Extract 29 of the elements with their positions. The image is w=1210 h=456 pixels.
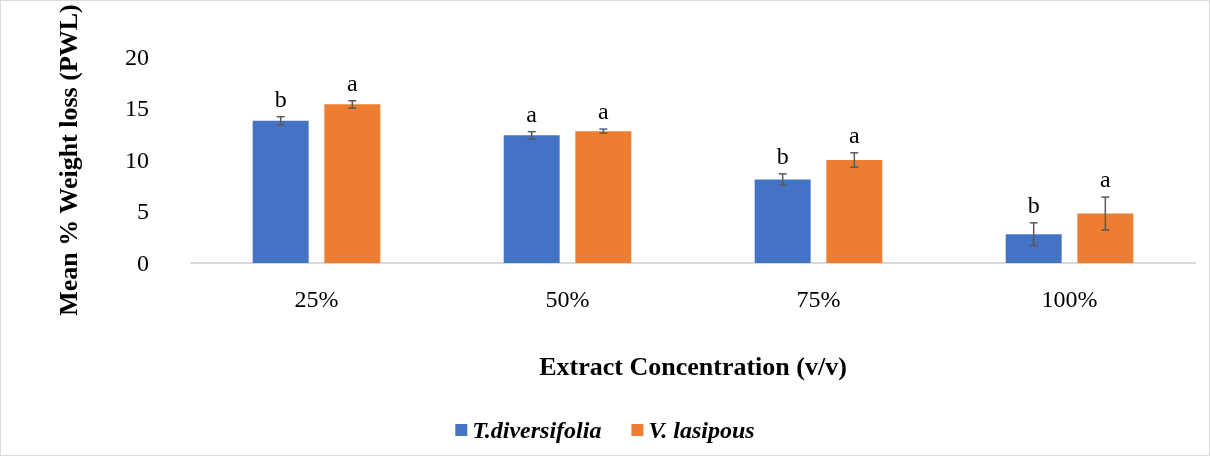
- legend-label: V. lasipous: [648, 417, 755, 443]
- data-label: b: [776, 142, 789, 169]
- bar: [503, 135, 560, 263]
- bar: [754, 179, 811, 263]
- bar: [575, 131, 632, 263]
- bar: [252, 120, 309, 263]
- bar: [324, 104, 381, 263]
- bar: [1005, 234, 1062, 263]
- bar: [826, 159, 883, 263]
- y-tick-label: 10: [125, 146, 149, 173]
- bar: [1077, 213, 1134, 263]
- legend-label: T.diversifolia: [472, 417, 602, 443]
- x-axis-title: Extract Concentration (v/v): [539, 351, 847, 381]
- x-tick-label: 100%: [1041, 286, 1098, 312]
- y-tick-label: 15: [125, 95, 149, 122]
- data-label: b: [1027, 191, 1040, 218]
- x-tick-label: 50%: [545, 286, 590, 312]
- data-label: a: [346, 69, 358, 96]
- y-tick-label: 0: [137, 250, 149, 276]
- x-tick-label: 25%: [294, 286, 339, 312]
- data-label: a: [526, 100, 538, 127]
- y-tick-label: 5: [137, 198, 149, 225]
- data-label: b: [274, 85, 287, 112]
- data-label: a: [1099, 166, 1111, 193]
- x-tick-label: 75%: [796, 286, 841, 312]
- y-axis-title: Mean % Weight loss (PWL): [53, 4, 83, 316]
- data-label: a: [597, 98, 609, 125]
- data-label: a: [848, 121, 860, 148]
- y-tick-label: 20: [125, 43, 149, 70]
